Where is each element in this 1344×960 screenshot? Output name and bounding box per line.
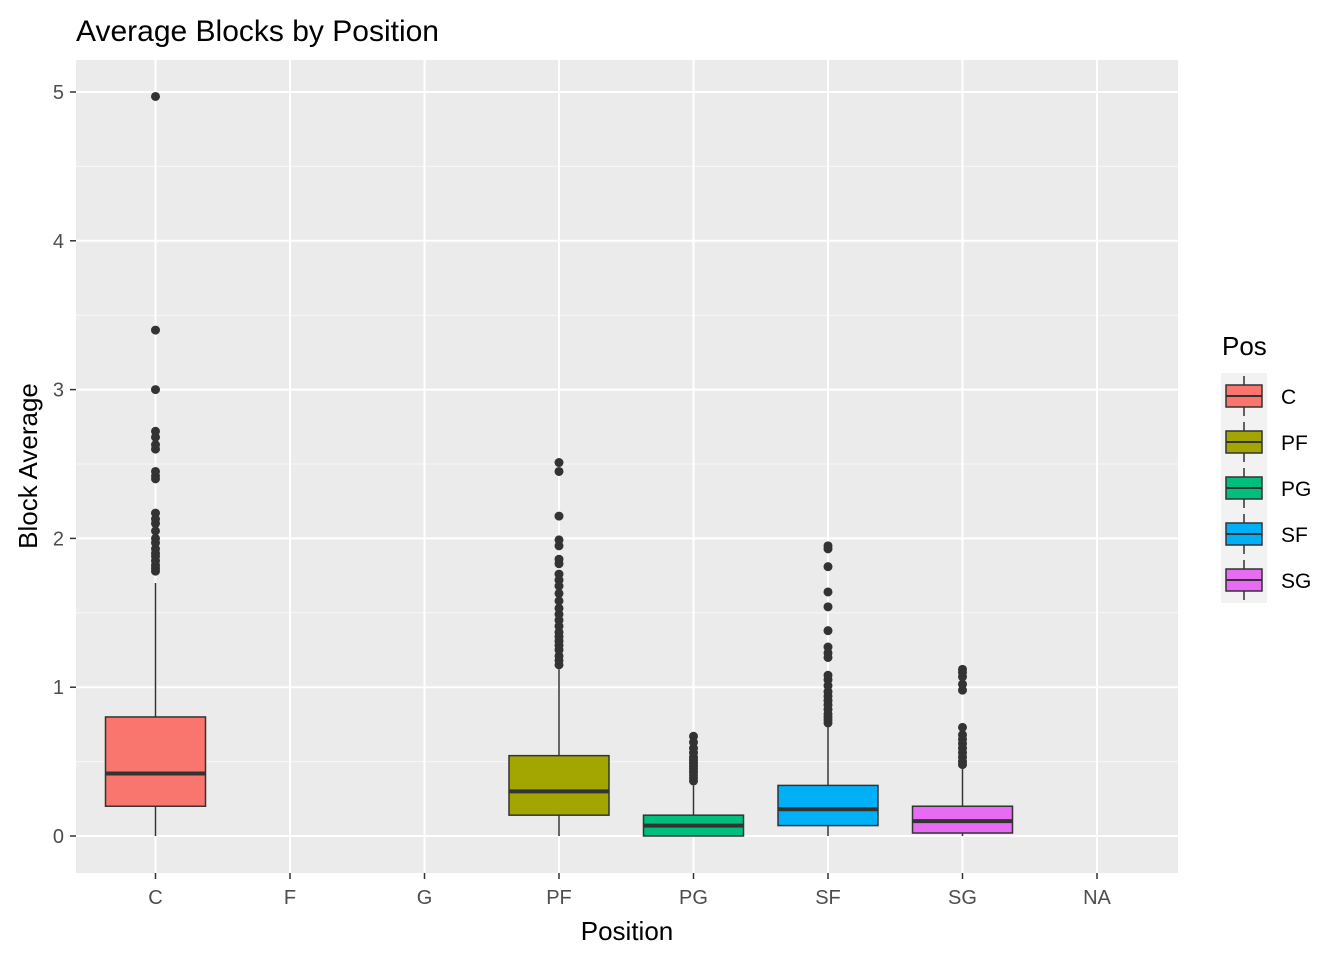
box-PG — [642, 731, 745, 837]
legend-label: SG — [1281, 570, 1311, 593]
outlier-point — [958, 664, 967, 674]
outlier-point — [823, 587, 833, 597]
outlier-point — [554, 554, 564, 564]
box-layer — [104, 91, 1014, 837]
outlier-point — [823, 541, 833, 551]
x-tick-label: C — [148, 887, 162, 909]
x-tick-label: SG — [948, 887, 977, 909]
outlier-point — [823, 626, 833, 636]
y-axis-label: Block Average — [13, 383, 43, 549]
iqr-box — [104, 716, 207, 807]
outlier-point — [823, 562, 833, 572]
outlier-point — [554, 596, 564, 606]
x-axis-label: Position — [581, 916, 674, 946]
outlier-point — [151, 466, 160, 476]
legend-item-PG: PG — [1221, 465, 1311, 511]
x-tick-label: NA — [1083, 887, 1111, 909]
legend-label: SF — [1281, 524, 1308, 547]
outlier-point — [554, 535, 564, 545]
box-SG — [911, 664, 1014, 836]
iqr-box — [777, 784, 879, 827]
x-tick-label: G — [417, 887, 433, 909]
legend-title: Pos — [1222, 331, 1267, 361]
outlier-point — [554, 511, 564, 521]
box-PF — [508, 458, 610, 836]
y-tick-label: 5 — [53, 82, 64, 104]
outlier-point — [689, 731, 698, 741]
outlier-point — [958, 679, 967, 689]
outlier-point — [823, 642, 833, 652]
legend-item-SF: SF — [1221, 511, 1308, 557]
legend-label: PG — [1281, 478, 1311, 501]
x-tick-label: PF — [546, 887, 572, 909]
box-SF — [777, 541, 879, 836]
outlier-point — [958, 730, 967, 740]
x-axis: C F G PF PG SF SG NA — [148, 873, 1112, 909]
box-C — [104, 91, 207, 836]
outlier-point — [554, 588, 564, 598]
iqr-box — [508, 754, 610, 816]
outlier-point — [151, 325, 160, 335]
y-axis: 0 1 2 3 4 5 — [53, 82, 76, 848]
y-tick-label: 1 — [53, 677, 64, 699]
legend-item-C: C — [1221, 373, 1296, 419]
legend-label: C — [1281, 386, 1296, 409]
y-tick-label: 2 — [53, 528, 64, 550]
outlier-point — [151, 385, 160, 395]
outlier-point — [823, 602, 833, 612]
outlier-point — [151, 426, 160, 436]
outlier-point — [554, 458, 564, 468]
legend-item-SG: SG — [1221, 557, 1311, 603]
plot-panel — [76, 60, 1178, 873]
outlier-point — [151, 91, 160, 101]
chart-title: Average Blocks by Position — [76, 15, 439, 48]
y-tick-label: 3 — [53, 380, 64, 402]
outlier-point — [554, 603, 564, 613]
outlier-point — [151, 508, 160, 518]
outlier-point — [958, 722, 967, 732]
legend-label: PF — [1281, 432, 1308, 455]
x-tick-label: SF — [815, 887, 841, 909]
outlier-point — [823, 670, 833, 680]
outlier-point — [151, 526, 160, 536]
outlier-point — [151, 440, 160, 450]
legend-item-PF: PF — [1221, 419, 1308, 465]
x-tick-label: PG — [679, 887, 708, 909]
y-tick-label: 4 — [53, 231, 64, 253]
outlier-point — [151, 533, 160, 543]
outlier-point — [554, 466, 564, 476]
x-tick-label: F — [284, 887, 296, 909]
y-tick-label: 0 — [53, 826, 64, 848]
grid-lines — [76, 60, 1178, 873]
legend: Pos C PF PG SF SG — [1221, 331, 1311, 603]
outlier-point — [554, 569, 564, 579]
